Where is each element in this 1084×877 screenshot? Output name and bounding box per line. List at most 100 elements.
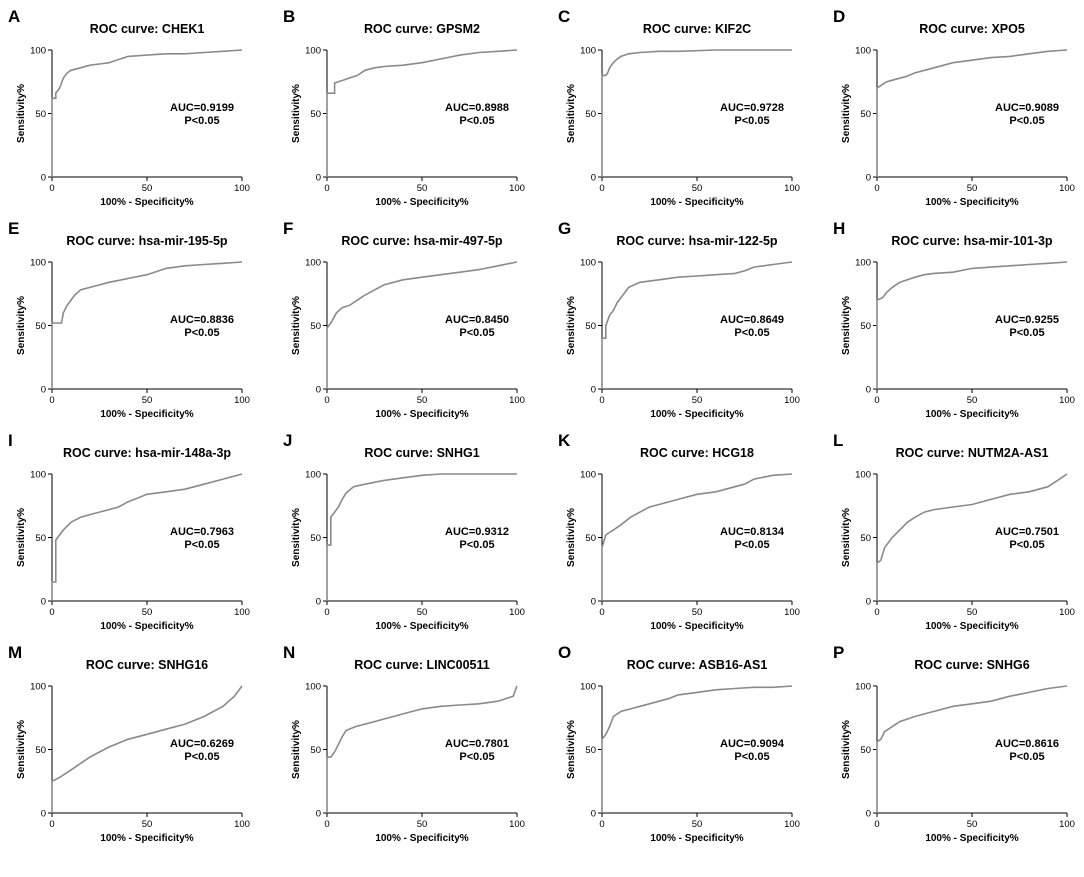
panel-letter: L [833, 431, 843, 450]
x-tick-label: 0 [49, 395, 54, 406]
x-axis-label: 100% - Specificity% [375, 197, 468, 208]
x-tick-label: 0 [49, 607, 54, 618]
x-tick-label: 0 [49, 819, 54, 830]
y-tick-label: 50 [310, 109, 321, 120]
y-tick-label: 0 [866, 385, 871, 396]
panel-letter: D [833, 7, 845, 26]
panel-d: D ROC curve: XPO5 0 50 100 0 50 100 100% - Speci… [833, 7, 1075, 208]
chart-title: ROC curve: SNHG1 [364, 446, 479, 460]
auc-annotation: AUC=0.8450 [445, 314, 509, 326]
y-tick-label: 50 [310, 321, 321, 332]
auc-annotation: AUC=0.6269 [170, 738, 234, 750]
auc-annotation: AUC=0.9094 [720, 738, 785, 750]
panel-letter: C [558, 7, 570, 26]
roc-curve [601, 685, 793, 813]
x-tick-label: 0 [49, 183, 54, 194]
chart-title: ROC curve: hsa-mir-497-5p [341, 234, 503, 248]
panel-letter: B [283, 7, 295, 26]
x-tick-label: 0 [324, 819, 329, 830]
x-axis-label: 100% - Specificity% [925, 621, 1018, 632]
roc-curve [876, 261, 1068, 389]
y-tick-label: 100 [580, 682, 596, 693]
x-axis-label: 100% - Specificity% [650, 833, 743, 844]
roc-curve [326, 685, 518, 813]
x-tick-label: 50 [417, 395, 428, 406]
auc-annotation: AUC=0.9312 [445, 526, 509, 538]
y-axis-label: Sensitivity% [291, 508, 302, 567]
x-tick-label: 0 [874, 395, 879, 406]
x-tick-label: 0 [324, 395, 329, 406]
y-tick-label: 0 [41, 597, 46, 608]
chart-title: ROC curve: SNHG16 [86, 658, 208, 672]
panel-letter: I [8, 431, 13, 450]
x-tick-label: 0 [324, 607, 329, 618]
roc-curve [326, 49, 518, 177]
x-axis-label: 100% - Specificity% [375, 833, 468, 844]
y-tick-label: 50 [860, 321, 871, 332]
y-tick-label: 100 [855, 470, 871, 481]
p-value-annotation: P<0.05 [459, 751, 494, 763]
x-tick-label: 100 [1059, 819, 1075, 830]
p-value-annotation: P<0.05 [734, 751, 769, 763]
y-tick-label: 0 [41, 809, 46, 820]
chart-title: ROC curve: HCG18 [640, 446, 754, 460]
chart-title: ROC curve: hsa-mir-122-5p [616, 234, 778, 248]
panel-b: B ROC curve: GPSM2 0 50 100 0 50 100 100% - Spec… [283, 7, 525, 208]
auc-annotation: AUC=0.9089 [995, 102, 1059, 114]
y-tick-label: 0 [866, 597, 871, 608]
panel-letter: K [558, 431, 571, 450]
x-tick-label: 50 [967, 607, 978, 618]
y-tick-label: 100 [30, 682, 46, 693]
x-axis-label: 100% - Specificity% [100, 409, 193, 420]
p-value-annotation: P<0.05 [459, 115, 494, 127]
x-tick-label: 50 [417, 183, 428, 194]
x-axis-label: 100% - Specificity% [925, 409, 1018, 420]
panel-o: O ROC curve: ASB16-AS1 0 50 100 0 50 100 100% - … [558, 643, 800, 844]
x-tick-label: 0 [874, 183, 879, 194]
y-axis-label: Sensitivity% [16, 84, 27, 143]
panel-letter: F [283, 219, 293, 238]
chart-title: ROC curve: NUTM2A-AS1 [896, 446, 1049, 460]
y-tick-label: 50 [585, 745, 596, 756]
x-axis-label: 100% - Specificity% [100, 833, 193, 844]
x-tick-label: 50 [967, 819, 978, 830]
x-tick-label: 50 [692, 395, 703, 406]
y-axis-label: Sensitivity% [16, 296, 27, 355]
y-tick-label: 0 [866, 173, 871, 184]
x-tick-label: 100 [509, 395, 525, 406]
x-tick-label: 100 [234, 819, 250, 830]
auc-annotation: AUC=0.7501 [995, 526, 1059, 538]
p-value-annotation: P<0.05 [184, 539, 219, 551]
panel-p: P ROC curve: SNHG6 0 50 100 0 50 100 100% - Spec… [833, 643, 1075, 844]
y-tick-label: 100 [30, 470, 46, 481]
y-tick-label: 50 [860, 745, 871, 756]
x-tick-label: 50 [967, 183, 978, 194]
auc-annotation: AUC=0.9728 [720, 102, 784, 114]
x-tick-label: 100 [234, 395, 250, 406]
x-tick-label: 100 [509, 607, 525, 618]
y-axis-label: Sensitivity% [566, 296, 577, 355]
p-value-annotation: P<0.05 [734, 539, 769, 551]
y-tick-label: 100 [305, 46, 321, 57]
roc-curve [876, 685, 1068, 813]
x-tick-label: 50 [967, 395, 978, 406]
p-value-annotation: P<0.05 [459, 539, 494, 551]
x-tick-label: 50 [692, 607, 703, 618]
p-value-annotation: P<0.05 [1009, 539, 1044, 551]
x-tick-label: 0 [874, 607, 879, 618]
roc-curve [601, 261, 793, 389]
panel-letter: A [8, 7, 20, 26]
y-axis-label: Sensitivity% [16, 508, 27, 567]
x-tick-label: 100 [234, 183, 250, 194]
y-tick-label: 100 [855, 46, 871, 57]
roc-curve [601, 49, 792, 177]
roc-curve [326, 261, 518, 389]
y-tick-label: 0 [41, 173, 46, 184]
y-tick-label: 0 [591, 173, 596, 184]
panel-e: E ROC curve: hsa-mir-195-5p 0 50 100 0 50 100 10… [8, 219, 250, 420]
y-tick-label: 50 [585, 109, 596, 120]
x-tick-label: 0 [324, 183, 329, 194]
roc-curve [876, 473, 1068, 601]
y-tick-label: 0 [866, 809, 871, 820]
